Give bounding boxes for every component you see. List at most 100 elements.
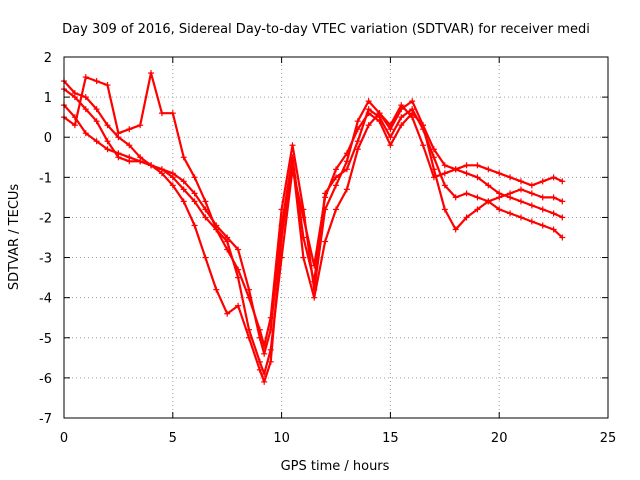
data-point [398, 102, 405, 109]
data-point [311, 294, 318, 301]
data-point [148, 70, 155, 77]
data-point [333, 166, 339, 173]
data-point [213, 286, 220, 293]
data-point [202, 214, 209, 221]
data-point [409, 98, 416, 105]
data-point [224, 246, 231, 253]
data-point [191, 174, 198, 181]
data-point [420, 142, 427, 149]
data-point [104, 82, 111, 89]
data-point [517, 186, 524, 193]
data-point [441, 206, 448, 213]
series-4-trace [62, 88, 564, 355]
data-point [93, 106, 100, 113]
y-axis-label: SDTVAR / TECUs [7, 184, 22, 291]
data-point [496, 194, 503, 201]
data-point [387, 134, 394, 141]
x-tick-label: 15 [382, 431, 399, 446]
series-2 [61, 98, 566, 385]
data-point [517, 178, 524, 185]
data-point [256, 366, 263, 373]
data-point [180, 154, 187, 161]
series-4 [61, 86, 566, 357]
data-point [528, 202, 535, 209]
y-tick-label: -6 [39, 372, 52, 387]
data-point [180, 178, 187, 185]
data-point [261, 378, 268, 385]
data-point [235, 246, 242, 253]
data-point [474, 162, 481, 169]
data-point [148, 162, 155, 169]
data-point [311, 278, 318, 285]
data-point [559, 214, 566, 221]
data-point [452, 194, 459, 201]
data-point [322, 238, 329, 245]
data-point [235, 302, 242, 309]
data-point [528, 218, 535, 225]
data-point [559, 198, 566, 205]
data-point [158, 110, 165, 117]
data-point [539, 222, 546, 229]
data-point [539, 206, 546, 213]
data-point [191, 222, 198, 229]
data-point [82, 130, 89, 137]
data-point [517, 214, 524, 221]
data-point [485, 182, 492, 189]
data-point [507, 210, 514, 217]
data-point [517, 198, 524, 205]
data-point [539, 178, 546, 185]
data-point [115, 130, 122, 137]
data-point [485, 198, 492, 205]
data-point [463, 162, 470, 169]
data-point [267, 326, 274, 333]
data-point [333, 174, 339, 181]
data-point [463, 214, 470, 221]
data-point [463, 170, 470, 177]
data-point [158, 166, 165, 173]
data-point [354, 118, 361, 125]
data-point [245, 286, 252, 293]
data-point [420, 126, 427, 133]
data-point [441, 162, 448, 169]
data-point [441, 182, 448, 189]
data-point [474, 194, 481, 201]
data-point [180, 186, 187, 193]
data-point [137, 158, 144, 165]
chart-title: Day 309 of 2016, Sidereal Day-to-day VTE… [62, 22, 590, 37]
data-point [365, 122, 372, 129]
data-point [507, 190, 514, 197]
data-point [507, 174, 514, 181]
data-point [191, 190, 198, 197]
data-point [224, 310, 231, 317]
data-point [559, 234, 566, 241]
data-point [376, 114, 383, 121]
y-tick-label: -1 [39, 171, 52, 186]
data-point [93, 118, 100, 125]
data-point [333, 206, 339, 213]
data-point [93, 138, 100, 145]
data-point [245, 334, 252, 341]
data-point [235, 266, 242, 273]
data-point [202, 206, 209, 213]
series-3-trace [62, 71, 564, 347]
data-point [300, 234, 307, 241]
data-point [398, 114, 405, 121]
data-point [289, 142, 296, 149]
data-point [485, 166, 492, 173]
data-point [191, 198, 198, 205]
data-point [300, 206, 307, 213]
data-point [322, 190, 329, 197]
data-point [261, 350, 268, 357]
data-point [409, 114, 416, 121]
y-tick-label: -7 [39, 412, 52, 427]
data-point [452, 226, 459, 233]
data-point [82, 94, 89, 101]
data-point [441, 170, 448, 177]
y-tick-label: 0 [44, 131, 52, 146]
data-point [224, 234, 231, 241]
plot-frame [63, 56, 609, 419]
data-point [398, 122, 405, 129]
data-point [452, 166, 459, 173]
